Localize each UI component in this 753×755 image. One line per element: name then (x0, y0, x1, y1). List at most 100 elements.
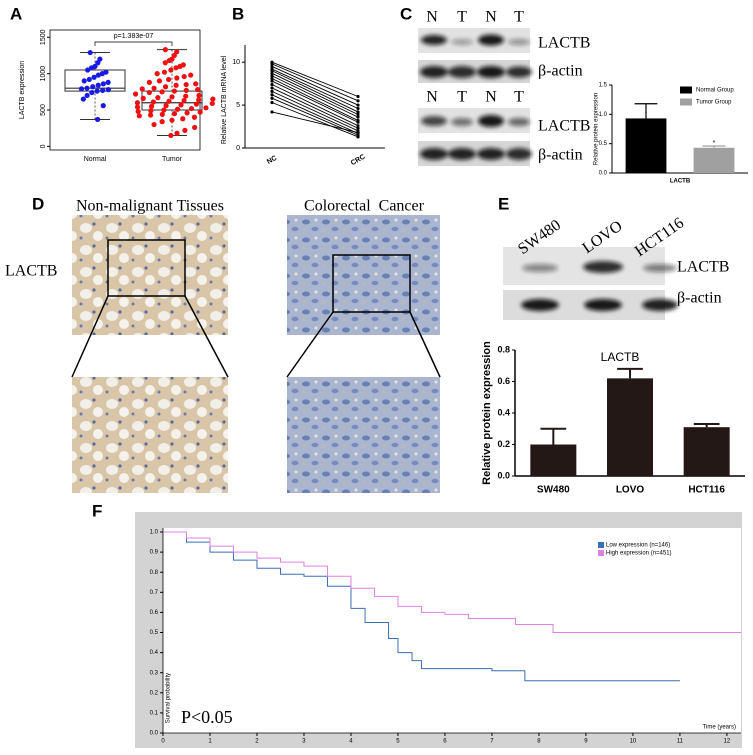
data-point (87, 49, 93, 56)
y-tick-label: 0.8 (497, 344, 510, 354)
data-point (270, 62, 274, 66)
data-point (356, 115, 360, 119)
y-axis-label: Relative LACTB mRNA level (221, 55, 228, 144)
data-point (270, 82, 274, 87)
band-label: LACTB (538, 35, 590, 52)
band-label: LACTB (677, 259, 729, 276)
data-point (356, 124, 360, 128)
data-point (356, 103, 360, 107)
data-point (159, 89, 165, 95)
pair-line (271, 75, 359, 118)
chart-title: LACTB (601, 350, 640, 364)
data-point (177, 63, 183, 69)
data-point (156, 78, 163, 84)
data-point (148, 108, 154, 114)
y-tick-label: 0.9 (150, 550, 159, 556)
data-point (356, 112, 360, 117)
data-point (132, 91, 139, 97)
x-tick-label: LOVO (616, 485, 645, 496)
y-tick-label: 0.1 (150, 710, 159, 716)
panel-label: F (92, 501, 102, 520)
y-tick-label: 1000 (40, 66, 47, 82)
lane-label: N (426, 9, 438, 26)
data-point (88, 65, 95, 71)
x-tick-label: 9 (584, 739, 588, 745)
data-point (150, 99, 157, 105)
y-tick-label: 0.0 (497, 470, 510, 480)
bar (530, 444, 577, 476)
legend-swatch (598, 542, 604, 548)
data-point (174, 106, 181, 112)
y-tick-label: 1.5 (599, 83, 608, 89)
data-point (94, 88, 100, 94)
data-point (95, 82, 101, 88)
legend-swatch (598, 550, 604, 556)
survival-curve (163, 531, 741, 634)
data-point (270, 96, 274, 100)
data-point (168, 132, 174, 139)
data-point (171, 111, 178, 117)
data-point (270, 89, 274, 93)
bar (683, 427, 730, 476)
data-point (356, 126, 360, 130)
data-point (169, 94, 175, 100)
data-point (196, 92, 202, 99)
data-point (166, 57, 172, 64)
data-point (136, 113, 142, 119)
data-point (192, 124, 198, 131)
annotation: p=1.383e-07 (114, 33, 154, 40)
band-label: LACTB (538, 118, 590, 135)
ihc-title: Colorectal Cancer (304, 198, 425, 215)
y-tick-label: 0.5 (150, 630, 159, 636)
lane-label: N (485, 89, 497, 106)
data-point (195, 87, 201, 93)
data-point (183, 81, 189, 88)
data-point (100, 81, 106, 87)
y-tick-label: 0.2 (497, 439, 510, 449)
y-tick-label: 0.0 (150, 731, 159, 737)
x-axis-label: Time (years) (703, 725, 736, 731)
data-point (105, 87, 111, 93)
bar (693, 147, 735, 173)
data-point (168, 67, 174, 73)
data-point (203, 105, 209, 111)
data-point (356, 110, 360, 114)
lane-label: N (426, 89, 438, 106)
x-tick-label: NC (266, 155, 278, 166)
y-tick-label: 0.3 (150, 670, 159, 676)
data-point (270, 110, 274, 114)
data-point (85, 67, 91, 73)
data-point (89, 89, 95, 96)
y-axis-label: Relative protein expression (594, 93, 600, 165)
legend-swatch (680, 86, 692, 94)
x-tick-label: 7 (490, 739, 494, 745)
y-tick-label: 1.0 (599, 112, 608, 118)
data-point (210, 96, 216, 102)
pair-line (271, 80, 359, 123)
data-point (91, 74, 97, 80)
lane-label: T (514, 89, 524, 106)
data-point (139, 86, 145, 92)
data-point (270, 74, 274, 78)
y-tick-label: 0.4 (497, 407, 510, 417)
data-point (180, 116, 186, 122)
panel-label: D (32, 194, 44, 213)
y-tick-label: 1.0 (150, 530, 159, 536)
x-tick-label: LACTB (670, 179, 691, 185)
data-point (356, 106, 360, 111)
y-tick-label: 0.0 (599, 171, 608, 177)
y-axis-label: Relative protein expression (481, 341, 493, 485)
data-point (162, 47, 168, 53)
data-point (191, 114, 198, 120)
annotation: P<0.05 (181, 707, 233, 727)
data-point (162, 60, 168, 66)
data-point (171, 88, 178, 94)
data-point (178, 102, 184, 108)
legend-swatch (680, 98, 692, 106)
y-tick-label: 5 (236, 102, 240, 109)
legend-label: High expression (n=451) (606, 551, 672, 557)
data-point (270, 79, 274, 83)
lane-label: T (457, 89, 467, 106)
pair-line (271, 63, 359, 102)
panel-label: C (400, 4, 412, 23)
